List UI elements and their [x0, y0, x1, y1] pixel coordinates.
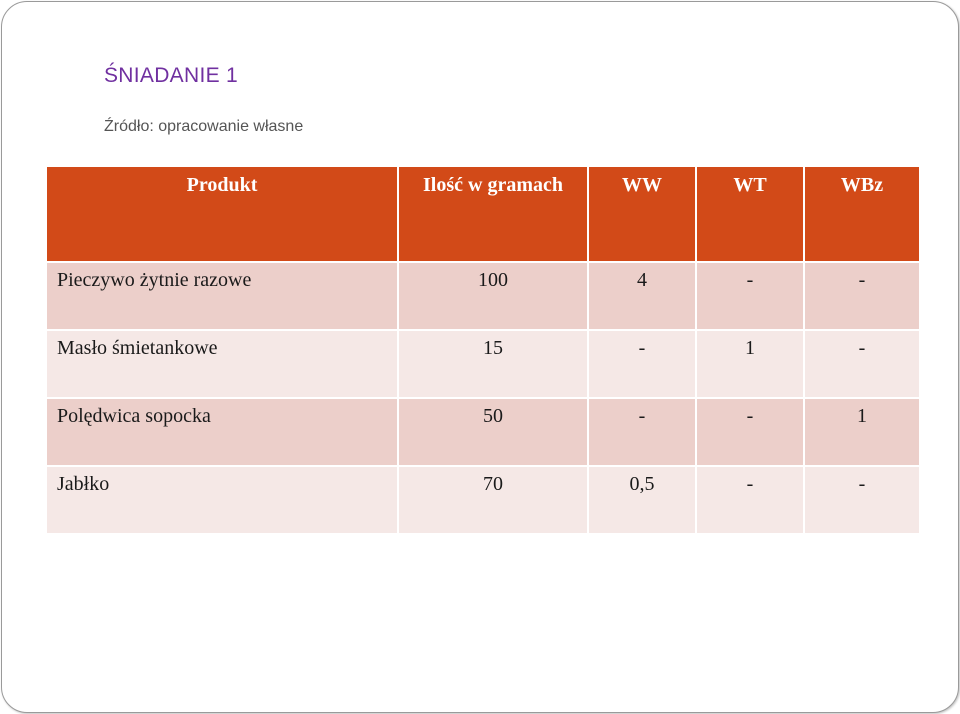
table-row: Pieczywo żytnie razowe 100 4 - -: [45, 261, 921, 331]
cell-ww: 0,5: [587, 465, 697, 535]
cell-product: Masło śmietankowe: [45, 329, 399, 399]
slide-title: ŚNIADANIE 1: [104, 64, 239, 87]
cell-wt: -: [695, 465, 805, 535]
source-note: Źródło: opracowanie własne: [104, 118, 304, 135]
breakfast-table: Produkt Ilość w gramach WW WT WBz Pieczy…: [45, 165, 921, 535]
cell-quantity: 50: [397, 397, 589, 467]
cell-product: Jabłko: [45, 465, 399, 535]
cell-product: Polędwica sopocka: [45, 397, 399, 467]
cell-ww: 4: [587, 261, 697, 331]
cell-wbz: -: [803, 465, 921, 535]
table-row: Jabłko 70 0,5 - -: [45, 465, 921, 535]
cell-wt: 1: [695, 329, 805, 399]
cell-wbz: -: [803, 261, 921, 331]
header-wt: WT: [695, 165, 805, 263]
header-ww: WW: [587, 165, 697, 263]
cell-wt: -: [695, 397, 805, 467]
cell-quantity: 100: [397, 261, 589, 331]
table-row: Polędwica sopocka 50 - - 1: [45, 397, 921, 467]
cell-wt: -: [695, 261, 805, 331]
table-header-row: Produkt Ilość w gramach WW WT WBz: [45, 165, 921, 263]
cell-ww: -: [587, 329, 697, 399]
cell-product: Pieczywo żytnie razowe: [45, 261, 399, 331]
cell-quantity: 15: [397, 329, 589, 399]
cell-ww: -: [587, 397, 697, 467]
header-wbz: WBz: [803, 165, 921, 263]
cell-quantity: 70: [397, 465, 589, 535]
table-row: Masło śmietankowe 15 - 1 -: [45, 329, 921, 399]
header-product: Produkt: [45, 165, 399, 263]
header-quantity: Ilość w gramach: [397, 165, 589, 263]
cell-wbz: 1: [803, 397, 921, 467]
cell-wbz: -: [803, 329, 921, 399]
